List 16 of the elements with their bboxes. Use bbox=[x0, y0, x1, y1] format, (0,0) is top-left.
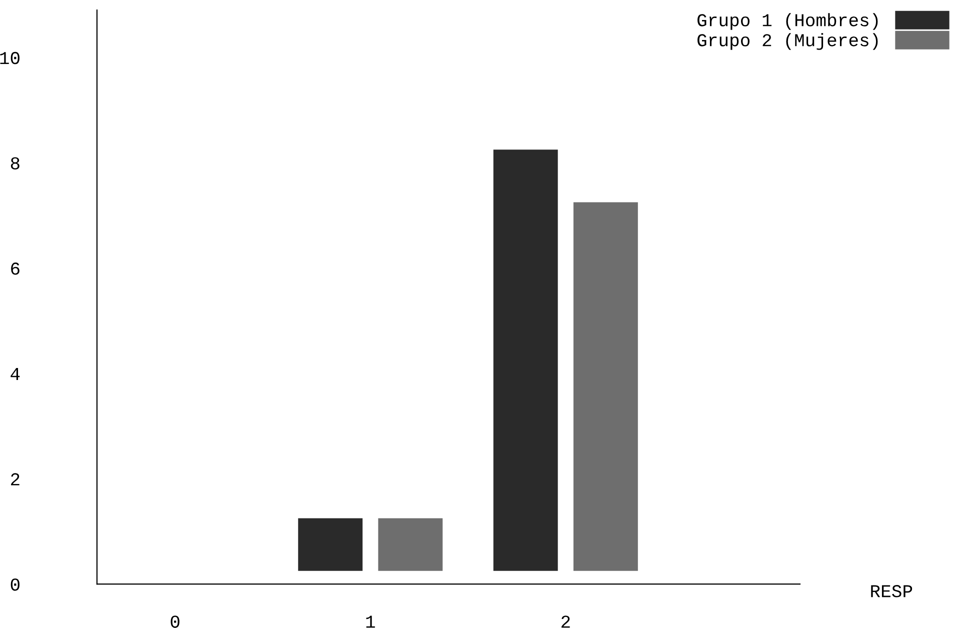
y-tick-label: 4 bbox=[10, 368, 20, 380]
legend-label: Grupo 2 (Mujeres) bbox=[698, 33, 878, 50]
y-tick-label: 10 bbox=[0, 52, 20, 64]
bar bbox=[378, 518, 443, 571]
y-tick-label: 8 bbox=[10, 157, 20, 170]
x-tick-label: 1 bbox=[366, 616, 375, 628]
y-tick-label: 2 bbox=[11, 473, 20, 486]
bar bbox=[573, 202, 638, 571]
y-tick-label: 6 bbox=[11, 262, 20, 275]
legend-label: Grupo 1 (Hombres) bbox=[698, 13, 878, 30]
x-tick-label: 0 bbox=[170, 616, 180, 628]
bar bbox=[493, 150, 558, 571]
x-tick-label: 2 bbox=[562, 616, 570, 628]
y-tick-label: 0 bbox=[10, 578, 20, 591]
bar bbox=[298, 518, 363, 571]
x-axis-title: RESP bbox=[871, 585, 912, 598]
